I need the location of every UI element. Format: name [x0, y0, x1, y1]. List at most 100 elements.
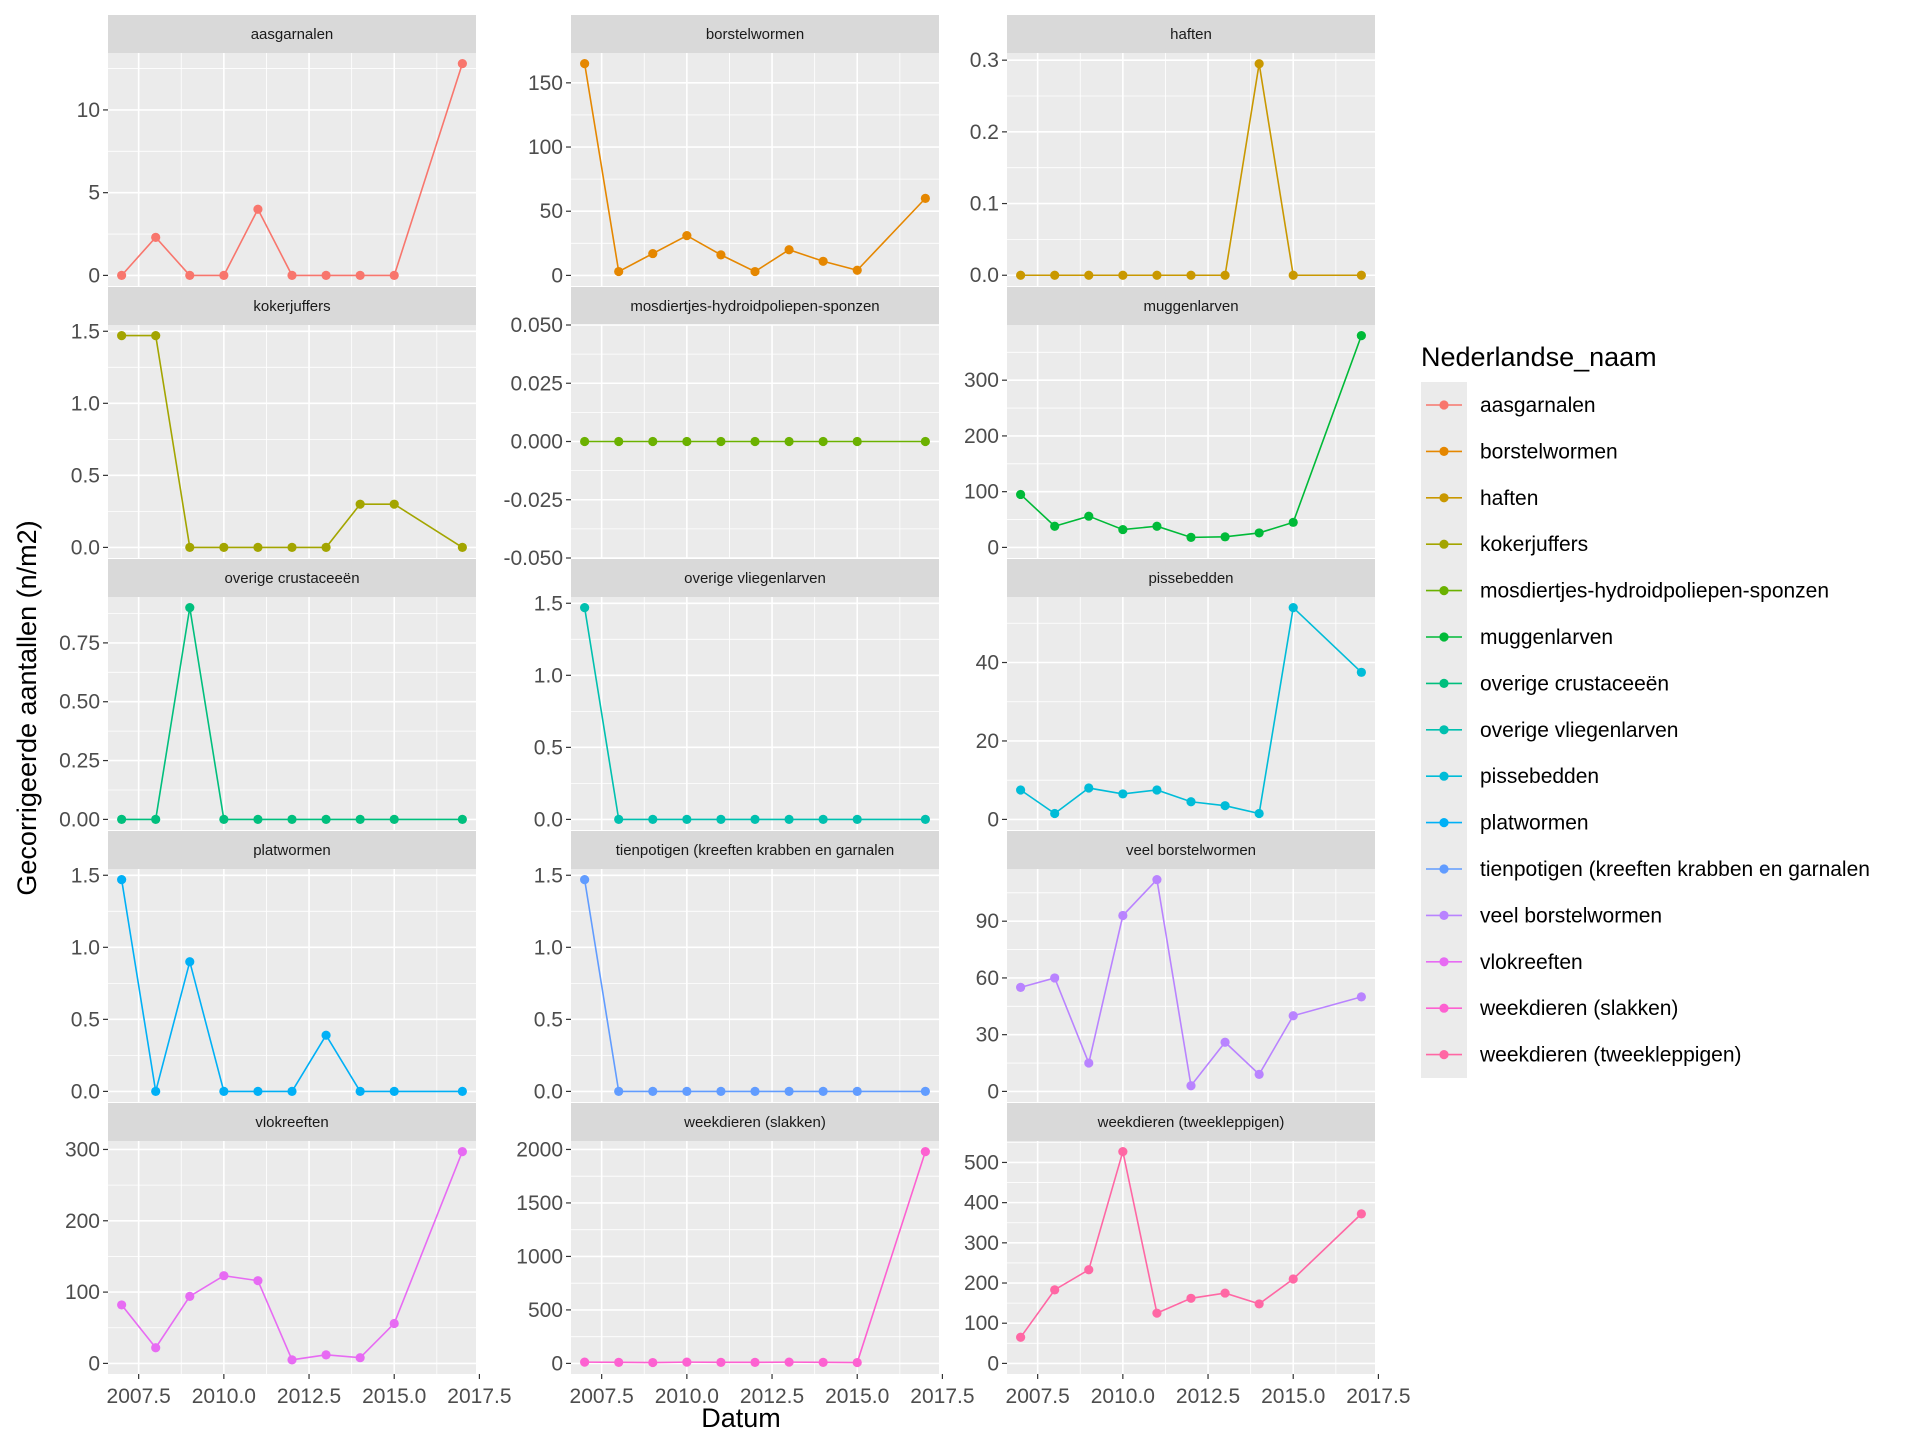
data-point [355, 814, 365, 825]
y-tick-label: 0 [88, 1352, 100, 1375]
x-tick-label: 2015.0 [362, 1385, 426, 1408]
data-point [1016, 489, 1026, 500]
data-point [287, 814, 297, 825]
legend: Nederlandse_naam aasgarnalen borstelworme… [1421, 342, 1870, 1078]
series-line [583, 607, 926, 821]
data-point [253, 814, 263, 825]
y-tick-label: 400 [964, 1192, 999, 1215]
series-line [583, 879, 926, 1093]
data-point [117, 814, 127, 825]
data-point [287, 542, 297, 553]
data-point [750, 1357, 760, 1367]
data-point [151, 232, 161, 242]
facet-strip [1007, 559, 1375, 597]
data-point [1288, 270, 1298, 280]
facet-strip-label: tienpotigen (kreeften krabben en garnale… [616, 842, 895, 859]
y-tick-label: 1.0 [534, 936, 563, 959]
y-tick-label: 1500 [516, 1192, 563, 1215]
legend-label: kokerjuffers [1480, 533, 1588, 556]
data-point [457, 1146, 467, 1157]
plot-background [1007, 597, 1375, 830]
data-point [321, 1030, 331, 1040]
y-tick-label: 0.025 [510, 372, 563, 395]
y-tick-label: 200 [964, 1272, 999, 1295]
data-point [389, 814, 399, 825]
legend-key-point [1439, 446, 1449, 456]
data-point [355, 270, 365, 281]
plot-background [1007, 53, 1375, 286]
data-point [818, 436, 828, 447]
data-point [682, 814, 692, 825]
data-point [1356, 1209, 1366, 1219]
data-point [1084, 270, 1094, 280]
data-point [1016, 982, 1026, 992]
y-axis-title: Gecorrigeerde aantallen (n/m2) [12, 520, 42, 895]
data-point [185, 957, 195, 967]
data-point [1220, 532, 1230, 542]
facet-strip-label: vlokreeften [255, 1114, 328, 1131]
data-point [682, 436, 692, 447]
data-point [580, 602, 590, 613]
legend-key-point [1439, 957, 1449, 967]
facet-strip [108, 1103, 476, 1141]
plot-background [571, 53, 939, 286]
x-tick-label: 2015.0 [1261, 1385, 1325, 1408]
x-tick-label: 2010.0 [192, 1385, 256, 1408]
facet-panel: weekdieren (slakken) 0 500 1000 1500 2000 2007… [516, 1103, 975, 1408]
data-point [1254, 1069, 1264, 1079]
data-point [750, 814, 760, 825]
data-point [920, 814, 930, 825]
data-point [818, 256, 828, 266]
facet-strip-label: pissebedden [1148, 570, 1233, 587]
y-tick-label: 0.3 [970, 49, 999, 72]
data-point [185, 1291, 195, 1301]
data-point [614, 1357, 624, 1367]
data-point [920, 1146, 930, 1157]
legend-item: overige crustaceeën [1426, 672, 1669, 695]
data-point [818, 1357, 828, 1367]
data-point [151, 330, 161, 341]
data-point [1356, 270, 1366, 280]
series-line [1019, 1151, 1362, 1338]
y-tick-label: 1.5 [71, 864, 100, 887]
data-point [1186, 1081, 1196, 1091]
legend-item: mosdiertjes-hydroidpoliepen-sponzen [1426, 580, 1829, 603]
data-point [151, 1343, 161, 1353]
data-point [151, 814, 161, 825]
y-tick-label: 90 [976, 910, 999, 933]
data-point [287, 270, 297, 281]
data-point [852, 1357, 862, 1368]
legend-label: haften [1480, 487, 1538, 510]
x-tick-label: 2017.5 [910, 1385, 974, 1408]
y-tick-label: 100 [964, 1312, 999, 1335]
data-point [1050, 1285, 1060, 1295]
data-point [614, 1086, 624, 1097]
data-point [1016, 785, 1026, 795]
data-point [219, 1086, 229, 1097]
facet-strip-label: weekdieren (tweekleppigen) [1097, 1114, 1285, 1131]
data-point [920, 193, 930, 203]
legend-title: Nederlandse_naam [1421, 342, 1657, 372]
plot-background [571, 597, 939, 830]
data-point [716, 1086, 726, 1097]
data-point [1356, 992, 1366, 1002]
data-point [648, 1357, 658, 1368]
facet-strip [108, 559, 476, 597]
data-point [219, 270, 229, 281]
y-tick-label: 100 [65, 1281, 100, 1304]
y-tick-label: 50 [540, 200, 563, 223]
y-tick-label: 0 [551, 1352, 563, 1375]
legend-label: mosdiertjes-hydroidpoliepen-sponzen [1480, 580, 1829, 603]
facet-strip-label: weekdieren (slakken) [683, 1114, 826, 1131]
data-point [614, 266, 624, 277]
facet-strip [1007, 831, 1375, 869]
legend-label: borstelwormen [1480, 440, 1618, 463]
data-point [1186, 532, 1196, 542]
data-point [1288, 517, 1298, 527]
facet-panel: borstelwormen 0 50 100 150 [528, 15, 939, 287]
series-line [1020, 877, 1362, 1088]
y-tick-label: 0.0 [534, 808, 563, 831]
data-point [1288, 1274, 1298, 1284]
data-point [920, 1086, 930, 1097]
y-tick-label: 1000 [516, 1245, 563, 1268]
